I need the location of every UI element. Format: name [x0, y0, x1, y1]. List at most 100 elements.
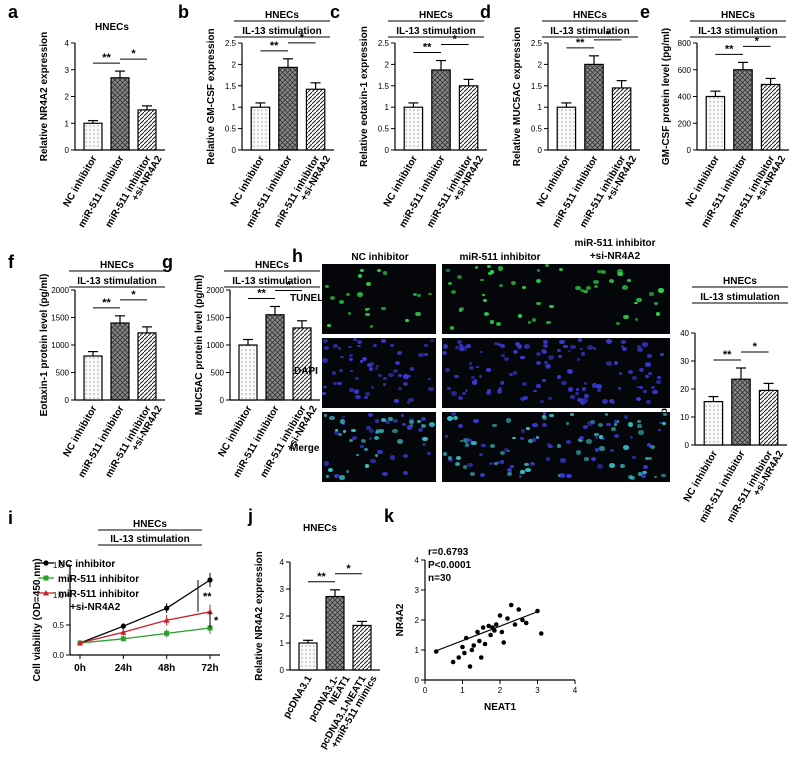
h-nucleus	[329, 415, 335, 421]
h-nucleus	[455, 345, 460, 349]
h-nucleus	[458, 307, 464, 312]
h-nucleus	[613, 420, 618, 424]
h-nucleus	[627, 278, 631, 282]
h-nucleus	[390, 343, 395, 348]
h-nucleus	[397, 387, 402, 391]
h-nucleus	[363, 395, 368, 400]
h-nucleus	[348, 345, 352, 349]
h-nucleus	[486, 368, 491, 372]
subtitle-h: IL-13 stimulation	[700, 292, 779, 303]
h-nucleus	[557, 354, 562, 358]
h-nucleus	[382, 383, 386, 386]
h-nucleus	[614, 433, 620, 438]
h-nucleus	[386, 420, 390, 424]
point-k-4	[462, 650, 467, 656]
h-nucleus	[646, 443, 652, 448]
h-nucleus	[518, 475, 523, 478]
h-nucleus	[471, 440, 477, 446]
h-nucleus	[394, 360, 401, 366]
h-nucleus	[401, 414, 405, 417]
h-nucleus	[406, 425, 413, 430]
series-line-i-2	[79, 611, 211, 644]
legend-marker-i-0	[43, 560, 49, 566]
h-nucleus	[531, 422, 538, 428]
bar-j-0	[298, 642, 318, 671]
h-nucleus	[355, 454, 359, 457]
h-nucleus	[590, 457, 597, 462]
y-axis-label-c: Relative eotaxin-1 expression	[359, 26, 370, 167]
h-nucleus	[349, 369, 353, 373]
h-nucleus	[428, 292, 432, 296]
panel-label-k: k	[384, 506, 395, 526]
point-i-0-1	[120, 623, 126, 629]
h-nucleus	[637, 344, 642, 348]
h-nucleus	[468, 361, 473, 365]
h-nucleus	[542, 378, 547, 382]
panel-label-h: h	[292, 246, 303, 266]
panel-label-c: c	[330, 2, 340, 22]
h-nucleus	[353, 389, 359, 394]
h-nucleus	[447, 281, 453, 286]
h-nucleus	[617, 271, 622, 276]
h-nucleus	[414, 311, 421, 317]
h-nucleus	[481, 443, 486, 448]
h-nucleus	[346, 470, 350, 473]
h-nucleus	[500, 451, 505, 455]
h-nucleus	[337, 347, 341, 350]
h-nucleus	[357, 292, 363, 297]
bar-a-1	[110, 77, 130, 151]
h-nucleus	[503, 448, 509, 453]
h-nucleus	[462, 438, 469, 444]
h-nucleus	[531, 438, 537, 443]
panel-label-i: i	[8, 508, 13, 528]
stat-k-2: n=30	[428, 573, 452, 584]
h-nucleus	[381, 306, 386, 311]
h-nucleus	[382, 271, 388, 275]
h-nucleus	[479, 375, 483, 378]
y-axis-label-g: MUC5AC protein level (pg/ml)	[194, 275, 205, 416]
legend-marker-i-2	[43, 590, 49, 596]
h-nucleus	[369, 428, 375, 433]
h-nucleus	[614, 361, 619, 365]
h-nucleus	[613, 423, 617, 426]
legend-text-i-2: miR-511 inhibitor	[58, 589, 139, 600]
h-nucleus	[637, 424, 642, 428]
h-nucleus	[645, 456, 650, 460]
h-nucleus	[627, 422, 634, 427]
sig-mark-j-1: **	[317, 571, 326, 583]
h-nucleus	[521, 382, 527, 387]
y-tick-label-d-4: 2	[538, 60, 543, 69]
bar-d-0	[556, 106, 577, 151]
point-k-9	[475, 629, 480, 635]
y-tick-label-h-2: 20	[680, 385, 689, 394]
h-nucleus	[493, 461, 498, 466]
h-nucleus	[366, 426, 371, 430]
h-nucleus	[549, 413, 554, 418]
stat-k-1: P<0.0001	[428, 560, 472, 571]
y-tick-label-f-0: 0	[65, 396, 70, 405]
panel-label-f: f	[8, 252, 15, 272]
legend-text-i-1: miR-511 inhibitor	[58, 574, 139, 585]
h-nucleus	[479, 350, 484, 354]
y-tick-label-g-3: 1500	[206, 314, 224, 323]
h-nucleus	[484, 312, 490, 316]
sig-mark-a-2: *	[131, 48, 136, 60]
h-tile-tunel-0	[322, 264, 436, 334]
x-tick-label-i-3: 72h	[201, 663, 218, 674]
h-nucleus	[464, 443, 470, 447]
h-nucleus	[444, 368, 450, 373]
h-nucleus	[447, 387, 451, 391]
x-tick-label-k-2: 2	[498, 686, 503, 695]
h-nucleus	[512, 436, 516, 440]
y-tick-label-g-2: 1000	[206, 341, 224, 350]
h-nucleus	[497, 266, 504, 271]
h-nucleus	[323, 413, 327, 417]
h-nucleus	[357, 344, 361, 348]
h-nucleus	[602, 398, 609, 404]
h-nucleus	[334, 429, 339, 432]
h-nucleus	[545, 264, 550, 268]
h-nucleus	[512, 350, 518, 355]
h-nucleus	[354, 394, 361, 400]
h-nucleus	[368, 436, 373, 440]
h-nucleus	[632, 375, 638, 380]
